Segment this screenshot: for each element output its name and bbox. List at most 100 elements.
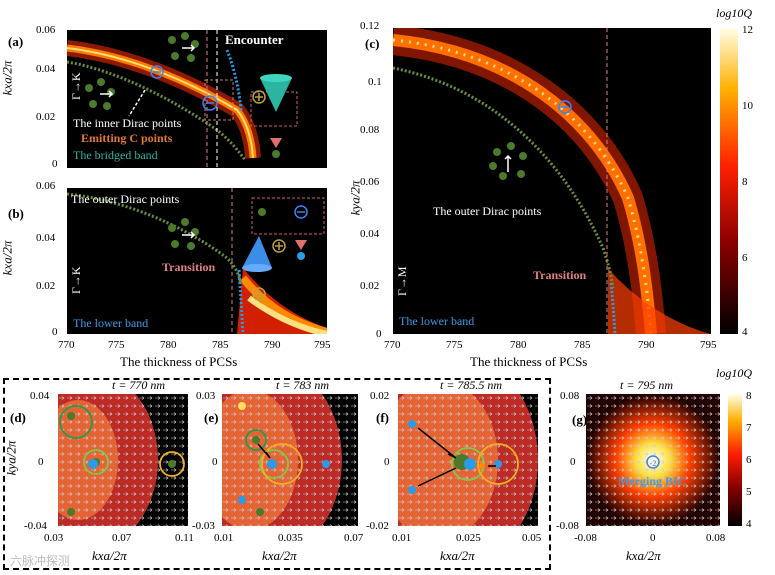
panel-e-title: t = 783 nm [276,378,330,392]
panel-f-xlabel: kxa/2π [440,548,475,563]
panel-b-plot: The outer Dirac points Γ→K Transition Th… [67,188,327,334]
panel-e-xlabel: kxa/2π [262,548,297,563]
panel-b-ytick: 0 [52,326,58,338]
colorbar-bottom-tick: 7 [746,422,752,434]
panel-a-label: (a) [8,34,24,49]
panel-d-xlabel: kxa/2π [92,548,127,563]
panel-a-ytick: 0.04 [36,63,56,75]
panel-f-xtick: 0.05 [522,532,542,544]
inner-dirac-label: The inner Dirac points [73,116,182,130]
panel-g-xtick: 0 [650,532,656,544]
colorbar-bottom-tick: 4 [746,518,752,530]
panel-g-xtick: 0.08 [706,532,726,544]
panel-b-ytick: 0.02 [36,280,56,292]
panel-g-charge: -2 [650,459,657,468]
panel-g-label: (g) [572,412,588,427]
colorbar-bottom-tick: 6 [746,454,752,466]
panel-d-xtick: 0.07 [112,532,132,544]
panel-c-ytick: 0.12 [360,20,380,32]
panel-a-ytick: 0.02 [36,111,56,123]
panel-c-plot: The outer Dirac points Γ→M Transition Th… [393,28,711,334]
panel-g-xtick: -0.08 [574,532,597,544]
panel-b-ylabel: kxa/2π [0,240,15,276]
panel-g-plot: -2 Merging BIC [586,394,720,526]
panel-d-label: (d) [10,410,26,425]
panel-e-xtick: 0.035 [278,532,303,544]
panel-b-xtick: 770 [58,339,75,351]
panel-e-xtick: 0.01 [214,532,234,544]
panel-c-label: (c) [365,36,380,51]
panel-c-xtick: 775 [446,339,463,351]
panel-c-ytick: 0.06 [360,176,380,188]
colorbar-top [720,28,738,334]
panel-f-ytick: -0.02 [366,520,389,532]
panel-b-direction: Γ→K [69,266,83,294]
colorbar-top-tick: 12 [742,24,753,36]
colorbar-bottom-tick: 8 [746,390,752,402]
panel-f-xtick: 0.01 [392,532,412,544]
panel-g-title: t = 795 nm [620,378,674,392]
panel-b-xtick: 795 [314,339,331,351]
panel-g-ytick: 0 [570,456,576,468]
emitting-label: Emitting C points [81,131,173,145]
colorbar-top-tick: 8 [742,176,748,188]
panel-f-label: (f) [376,410,389,425]
panel-c-xlabel: The thickness of PCSs [470,354,588,369]
encounter-label: Encounter [225,32,284,47]
panel-f-xtick: 0.025 [456,532,481,544]
transition-label-c: Transition [533,268,587,282]
colorbar-top-tick: 10 [742,100,753,112]
lower-band-label-b: The lower band [73,316,149,330]
panel-f-plot [398,394,538,526]
panel-e-ytick: -0.03 [192,520,215,532]
panel-f-title: t = 785.5 nm [440,378,503,392]
merging-bic-label: Merging BIC [618,474,687,488]
colorbar-bottom [728,394,742,526]
panel-a-ytick: 0.06 [36,24,56,36]
panel-a-ylabel: kxa/2π [0,60,15,96]
panel-c-direction: Γ→M [395,266,409,296]
panel-b-xtick: 775 [108,339,125,351]
panel-e-plot [222,394,358,526]
panel-c-ytick: 0.1 [368,76,382,88]
colorbar-top-tick: 6 [742,252,748,264]
panel-d-ytick: -0.04 [24,520,47,532]
panel-b-xtick: 780 [160,339,177,351]
panel-d-title: t = 770 nm [112,378,166,392]
panel-a-plot: Encounter Γ→K The inner Dirac points Emi… [67,30,327,168]
bridged-label: The bridged band [73,148,158,162]
panel-g-xlabel: kxa/2π [626,548,661,563]
panel-c-ytick: 0.02 [360,280,380,292]
panel-a-ytick: 0 [52,158,58,170]
colorbar-top-label: log10Q [716,6,752,20]
panel-c-xtick: 785 [574,339,591,351]
panel-c-xtick: 790 [638,339,655,351]
panel-f-ytick: 0.02 [370,390,390,402]
panel-d-xtick: 0.03 [44,532,64,544]
panel-e-xtick: 0.07 [344,532,364,544]
panel-c-ytick: 0.08 [360,124,380,136]
panel-d-plot [58,394,188,526]
panel-b-xlabel: The thickness of PCSs [120,354,238,369]
panel-e-label: (e) [204,410,219,425]
panel-g-ytick: -0.08 [556,520,579,532]
panel-d-xtick: 0.11 [175,532,194,544]
panel-b-ytick: 0.06 [36,180,56,192]
panel-b-label: (b) [8,206,24,221]
panel-b-xtick: 785 [212,339,229,351]
panel-c-xtick: 795 [700,339,717,351]
panel-d-ytick: 0 [38,456,44,468]
watermark: 六脉冲探测 [10,554,71,568]
panel-c-xtick: 780 [510,339,527,351]
panel-b-xtick: 790 [264,339,281,351]
colorbar-bottom-tick: 5 [746,486,752,498]
panel-c-xtick: 770 [384,339,401,351]
panel-f-ytick: 0 [384,456,390,468]
lower-band-label-c: The lower band [399,314,475,328]
panel-c-ytick: 0 [376,328,382,340]
panel-b-ytick: 0.04 [36,232,56,244]
panel-a-direction: Γ→K [69,72,83,100]
outer-dirac-label-b: The outer Dirac points [71,192,180,206]
panel-c-ytick: 0.04 [360,228,380,240]
colorbar-bottom-label: log10Q [716,366,752,380]
